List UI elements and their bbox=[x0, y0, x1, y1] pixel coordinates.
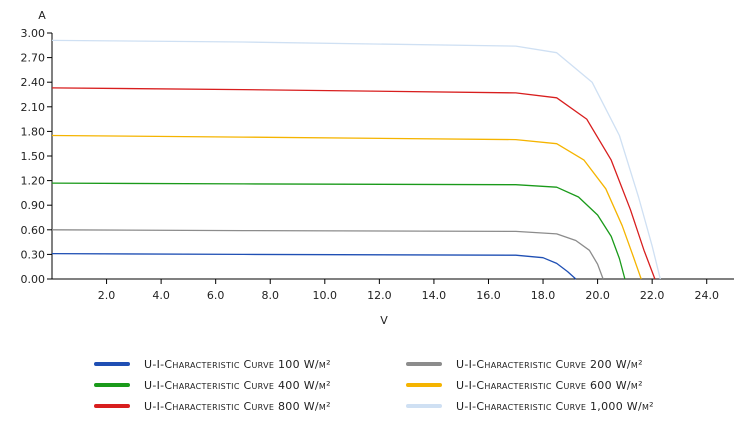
x-tick-label: 20.0 bbox=[585, 289, 610, 302]
x-tick-label: 6.0 bbox=[207, 289, 225, 302]
series-line-2 bbox=[51, 182, 626, 280]
legend-label: U-I-Characteristic Curve 400 W/m² bbox=[144, 378, 331, 392]
x-tick-label: 24.0 bbox=[694, 289, 719, 302]
legend-label: U-I-Characteristic Curve 600 W/m² bbox=[456, 378, 643, 392]
x-tick-label: 10.0 bbox=[313, 289, 338, 302]
chart-legend: U-I-Characteristic Curve 100 W/m² U-I-Ch… bbox=[94, 357, 714, 413]
series-line-3 bbox=[51, 134, 642, 280]
y-tick-label: 2.10 bbox=[21, 101, 46, 114]
x-tick-label: 14.0 bbox=[422, 289, 447, 302]
y-tick-label: 1.20 bbox=[21, 175, 46, 188]
legend-swatch bbox=[406, 404, 442, 408]
y-tick-label: 2.70 bbox=[21, 52, 46, 65]
legend-label: U-I-Characteristic Curve 1,000 W/m² bbox=[456, 399, 654, 413]
x-tick-label: 4.0 bbox=[152, 289, 170, 302]
x-tick-label: 16.0 bbox=[476, 289, 501, 302]
y-tick-label: 2.40 bbox=[21, 76, 46, 89]
chart-axes bbox=[51, 33, 734, 280]
legend-item-800: U-I-Characteristic Curve 800 W/m² bbox=[94, 399, 406, 413]
series-lines bbox=[51, 39, 661, 280]
legend-item-100: U-I-Characteristic Curve 100 W/m² bbox=[94, 357, 406, 371]
legend-swatch bbox=[94, 362, 130, 366]
legend-label: U-I-Characteristic Curve 200 W/m² bbox=[456, 357, 643, 371]
x-tick-label: 22.0 bbox=[640, 289, 665, 302]
y-tick-label: 0.60 bbox=[21, 224, 46, 237]
legend-swatch bbox=[406, 383, 442, 387]
series-line-4 bbox=[51, 87, 656, 280]
legend-item-400: U-I-Characteristic Curve 400 W/m² bbox=[94, 378, 406, 392]
x-axis-ticks: 2.0 4.0 6.0 8.0 10.0 12.0 14.0 16.0 18.0 20.0 22.0… bbox=[98, 279, 719, 302]
legend-swatch bbox=[406, 362, 442, 366]
x-tick-label: 12.0 bbox=[367, 289, 392, 302]
legend-item-200: U-I-Characteristic Curve 200 W/m² bbox=[406, 357, 706, 371]
legend-item-1000: U-I-Characteristic Curve 1,000 W/m² bbox=[406, 399, 706, 413]
y-tick-label: 0.90 bbox=[21, 199, 46, 212]
legend-swatch bbox=[94, 404, 130, 408]
y-axis-ticks: 0.00 0.30 0.60 0.90 1.20 1.50 1.80 2.10 2.40 2.70… bbox=[21, 27, 52, 286]
legend-label: U-I-Characteristic Curve 800 W/m² bbox=[144, 399, 331, 413]
legend-item-600: U-I-Characteristic Curve 600 W/m² bbox=[406, 378, 706, 392]
chart-plot: 0.00 0.30 0.60 0.90 1.20 1.50 1.80 2.10 2.40 2.70… bbox=[21, 9, 734, 327]
y-tick-label: 1.50 bbox=[21, 150, 46, 163]
legend-swatch bbox=[94, 383, 130, 387]
y-tick-label: 0.00 bbox=[21, 273, 46, 286]
legend-label: U-I-Characteristic Curve 100 W/m² bbox=[144, 357, 331, 371]
series-line-1 bbox=[51, 229, 604, 280]
y-tick-label: 1.80 bbox=[21, 125, 46, 138]
y-axis-label: A bbox=[38, 9, 46, 22]
series-line-0 bbox=[51, 252, 577, 280]
x-tick-label: 2.0 bbox=[98, 289, 116, 302]
x-axis-label: V bbox=[380, 314, 388, 327]
y-tick-label: 0.30 bbox=[21, 248, 46, 261]
x-tick-label: 18.0 bbox=[531, 289, 556, 302]
x-tick-label: 8.0 bbox=[261, 289, 279, 302]
y-tick-label: 3.00 bbox=[21, 27, 46, 40]
series-line-5 bbox=[51, 39, 661, 280]
